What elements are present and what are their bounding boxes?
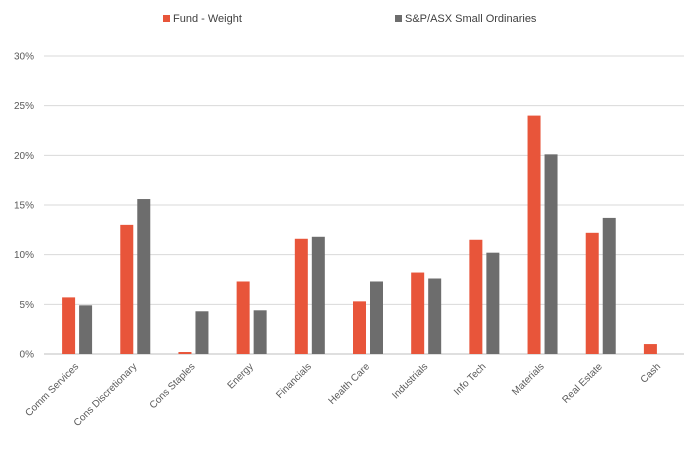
bars <box>62 115 657 354</box>
bar <box>486 252 500 354</box>
bar <box>469 239 483 354</box>
y-tick-label: 10% <box>14 250 34 261</box>
bar <box>544 154 558 354</box>
bar <box>79 305 93 354</box>
bar <box>311 236 325 354</box>
bar <box>585 232 599 354</box>
bar <box>120 224 134 354</box>
legend-label-fund: Fund - Weight <box>173 13 242 25</box>
gridlines <box>44 55 684 355</box>
y-axis: 0% 5% 10% 15% 20% 25% 30% <box>14 52 34 361</box>
bar <box>602 217 616 354</box>
x-tick-label: Comm Services <box>24 361 82 419</box>
y-tick-label: 15% <box>14 201 34 212</box>
legend-label-benchmark: S&P/ASX Small Ordinaries <box>405 13 537 25</box>
x-tick-label: Info Tech <box>452 361 488 397</box>
legend: Fund - Weight S&P/ASX Small Ordinaries <box>163 13 537 25</box>
x-tick-label: Cons Discretionary <box>72 361 140 429</box>
legend-swatch-benchmark <box>395 15 402 22</box>
bar <box>253 310 267 354</box>
x-tick-label: Materials <box>510 361 546 397</box>
bar <box>236 281 250 354</box>
y-tick-label: 20% <box>14 151 34 162</box>
bar <box>643 344 657 354</box>
bar <box>137 199 151 354</box>
y-tick-label: 25% <box>14 101 34 112</box>
bar <box>353 301 366 354</box>
legend-swatch-fund <box>163 15 170 22</box>
bar <box>370 281 383 354</box>
x-tick-label: Health Care <box>327 361 373 407</box>
bar <box>428 278 442 354</box>
x-tick-label: Cash <box>639 361 663 385</box>
bar <box>62 297 76 354</box>
y-tick-label: 0% <box>20 350 35 361</box>
bar <box>178 352 192 354</box>
y-tick-label: 5% <box>20 300 35 311</box>
bar <box>411 272 425 354</box>
bar <box>195 311 209 354</box>
y-tick-label: 30% <box>14 52 34 63</box>
x-tick-label: Real Estate <box>561 361 606 406</box>
x-tick-label: Financials <box>274 361 314 401</box>
x-tick-label: Energy <box>226 361 256 391</box>
bar <box>527 115 541 354</box>
x-tick-label: Industrials <box>390 361 430 401</box>
bar <box>294 238 308 354</box>
x-tick-label: Cons Staples <box>148 361 198 411</box>
